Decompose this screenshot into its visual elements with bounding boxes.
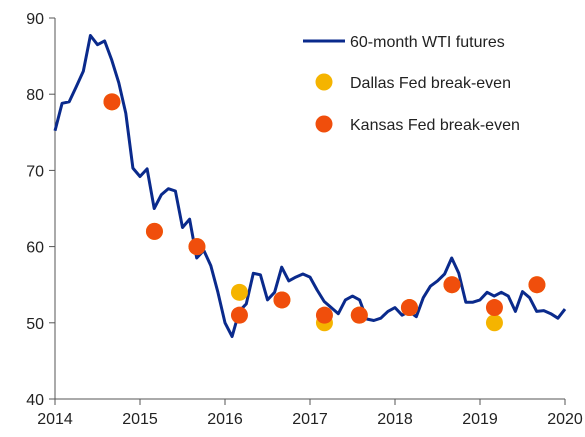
x-tick-group: 2014 2015 2016 2017 2018 2019 2020 (37, 399, 583, 428)
legend-label-wti: 60-month WTI futures (350, 34, 505, 51)
kansas-breakeven-point (528, 276, 546, 294)
legend-label-dallas: Dallas Fed break-even (350, 75, 511, 92)
x-tick-label: 2018 (377, 411, 413, 428)
dallas-breakeven-point (230, 283, 248, 301)
x-tick-label: 2019 (462, 411, 498, 428)
x-tick-label: 2014 (37, 411, 73, 428)
x-tick-label: 2017 (292, 411, 328, 428)
kansas-breakeven-point (188, 238, 206, 256)
dallas-breakeven-point (485, 314, 503, 332)
legend-kansas-swatch (315, 115, 333, 133)
kansas-breakeven-point (145, 222, 163, 240)
legend: 60-month WTI futures Dallas Fed break-eve… (303, 34, 520, 134)
kansas-breakeven-point (273, 291, 291, 309)
y-tick-label: 50 (26, 316, 44, 333)
wti-futures-line (53, 34, 567, 338)
y-tick-label: 60 (26, 240, 44, 257)
kansas-breakeven-point (443, 276, 461, 294)
kansas-breakeven-point (485, 299, 503, 317)
y-tick-group: 40 50 60 70 80 90 (26, 11, 55, 409)
y-tick-label: 80 (26, 87, 44, 104)
legend-label-kansas: Kansas Fed break-even (350, 117, 520, 134)
y-tick-label: 70 (26, 163, 44, 180)
plot-area (53, 34, 567, 338)
kansas-breakeven-point (350, 306, 368, 324)
y-tick-label: 90 (26, 11, 44, 28)
kansas-breakeven-point (315, 306, 333, 324)
x-tick-label: 2016 (207, 411, 243, 428)
x-tick-label: 2020 (547, 411, 583, 428)
kansas-breakeven-point (230, 306, 248, 324)
kansas-breakeven-point (400, 299, 418, 317)
y-tick-label: 40 (26, 392, 44, 409)
kansas-breakeven-point (103, 93, 121, 111)
x-tick-label: 2015 (122, 411, 158, 428)
legend-dallas-swatch (315, 73, 333, 91)
